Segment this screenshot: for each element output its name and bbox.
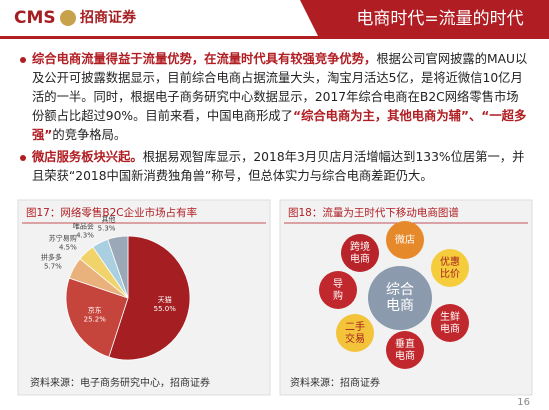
node-label: 电商 — [350, 252, 370, 265]
node-label: 交易 — [345, 332, 365, 345]
node-label: 综合 — [386, 282, 414, 298]
slice-label: 天猫 — [158, 295, 172, 304]
node-label: 导 — [333, 278, 343, 290]
bullet: 微店服务板块兴起。根据易观智库显示，2018年3月贝店月活增幅达到133%位居第… — [18, 148, 528, 186]
node — [431, 304, 469, 342]
bullet: 综合电商流量得益于流量优势，在流量时代具有较强竞争优势，根据公司官网披露的MAU… — [18, 50, 528, 145]
pie-slice — [65, 277, 129, 358]
text-run: 微店服务板块兴起。 — [32, 150, 143, 164]
bullets: 综合电商流量得益于流量优势，在流量时代具有较强竞争优势，根据公司官网披露的MAU… — [18, 50, 528, 189]
node-label: 垂直 — [395, 337, 415, 350]
node-label: 电商 — [386, 298, 414, 314]
text-run: 根据易观智库显示，2018年3月贝店月活增幅达到133%位居第一，并且荣获“20… — [32, 150, 525, 183]
logo-icon — [60, 10, 76, 26]
value-label: 25.2% — [84, 316, 107, 324]
value-label: 5.7% — [44, 262, 62, 270]
figure-title: 图17：网络零售B2C企业市场占有率 — [26, 206, 197, 219]
value-label: 4.3% — [76, 231, 94, 239]
page-number: 16 — [517, 397, 530, 408]
text-run: 根据公司官网披露的MAU以及公开可披露数据显示，目前综合电商占据流量大头，淘宝月… — [32, 52, 528, 123]
pie-slice — [107, 235, 129, 299]
rule — [0, 36, 549, 39]
slice-label: 拼多多 — [41, 252, 62, 261]
logo: CMS — [14, 8, 56, 28]
node — [336, 314, 374, 352]
node-label: 电商 — [440, 322, 460, 335]
value-label: 55.0% — [154, 305, 177, 313]
node — [319, 271, 357, 309]
company: 招商证券 — [80, 9, 137, 26]
slice-label: 唯品会 — [73, 221, 94, 230]
text-run: 的竞争格局。 — [52, 128, 127, 142]
text-run: 综合电商流量得益于流量优势，在流量时代具有较强竞争优势， — [32, 52, 377, 66]
node — [341, 234, 379, 272]
value-label: 4.5% — [59, 243, 77, 251]
node — [386, 221, 424, 259]
center-node — [368, 266, 432, 330]
node-label: 电商 — [395, 349, 415, 362]
node — [431, 249, 469, 287]
node-label: 二手 — [345, 320, 365, 333]
title-banner — [300, 0, 549, 36]
text-run: “综合电商为主，其他电商为辅”、“一超多强” — [32, 109, 527, 142]
slide-title: 电商时代=流量的时代 — [356, 9, 523, 29]
node — [386, 331, 424, 369]
node-label: 比价 — [440, 268, 460, 280]
source: 资料来源：电子商务研究中心，招商证券 — [30, 376, 210, 389]
pie-slice — [108, 235, 191, 361]
slice-label: 苏宁易购 — [49, 233, 77, 242]
node-label: 生鲜 — [440, 310, 460, 323]
value-label: 5.3% — [98, 224, 116, 232]
node-label: 跨境 — [350, 240, 370, 253]
figure-title: 图18：流量为王时代下移动电商图谱 — [288, 206, 459, 219]
node-label: 优惠 — [440, 255, 460, 268]
node-label: 微店 — [395, 233, 415, 246]
node-label: 购 — [333, 289, 343, 302]
slice-label: 京东 — [88, 306, 102, 315]
source: 资料来源：招商证券 — [290, 376, 380, 389]
slice-label: 其他 — [101, 214, 115, 223]
